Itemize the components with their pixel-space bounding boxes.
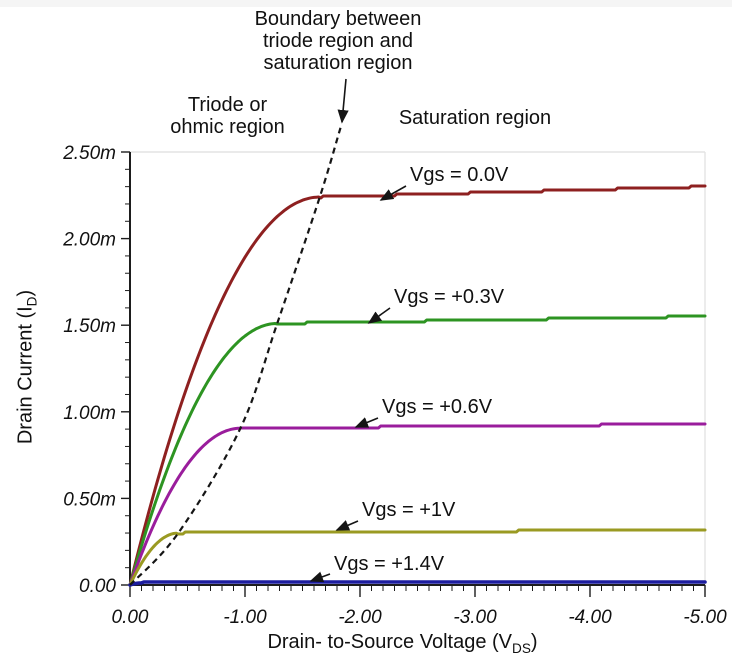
saturation-annotation-line1: Saturation region — [398, 107, 552, 129]
boundary-region-annotation: Boundary between triode region and satur… — [183, 8, 493, 74]
y-tick-label: 1.00m — [63, 403, 116, 424]
x-tick-label: -4.00 — [568, 607, 612, 628]
curve-vgs-1 — [128, 528, 707, 587]
curve-labels-group: Vgs = 0.0V Vgs = +0.3V Vgs = +0.6V Vgs = +1… — [309, 164, 509, 583]
curve-label-vgs-0.6: Vgs = +0.6V — [382, 396, 493, 418]
triode-region-annotation: Triode or ohmic region — [125, 94, 330, 138]
curve-vgs-0 — [128, 184, 707, 587]
curve-label-vgs-0.3: Vgs = +0.3V — [394, 286, 505, 308]
curve-label-arrow-vgs-0.3 — [367, 307, 391, 324]
y-tick-label: 2.50m — [62, 143, 116, 164]
x-axis-title: Drain- to-Source Voltage (VDS) — [120, 631, 685, 656]
curve-label-vgs-0: Vgs = 0.0V — [410, 164, 509, 186]
axes-group: 0.00 -1.00 -2.00 -3.00 -4.00 -5.00 0.00 0.50m 1.… — [62, 143, 727, 628]
curve-vgs-0.6 — [128, 422, 707, 587]
curve-vgs-1.4 — [128, 580, 707, 587]
boundary-annotation-arrow — [337, 78, 349, 124]
curve-label-vgs-1: Vgs = +1V — [362, 499, 456, 521]
boundary-annotation-line2: triode region and — [262, 30, 414, 52]
y-tick-label: 1.50m — [63, 316, 116, 337]
y-tick-label: 0.50m — [63, 489, 116, 510]
boundary-annotation-line1: Boundary between — [254, 8, 422, 30]
x-axis-title-subscript: DS — [512, 641, 531, 656]
x-axis-title-close: ) — [530, 631, 538, 653]
y-axis-title-text: Drain Current (I — [14, 306, 37, 445]
x-tick-label: -3.00 — [453, 607, 497, 628]
boundary-dashed-curve — [129, 127, 342, 586]
top-strip — [0, 0, 732, 7]
saturation-region-annotation: Saturation region — [375, 107, 575, 129]
triode-annotation-line2: ohmic region — [170, 116, 285, 138]
boundary-curve-group — [129, 78, 349, 586]
curve-label-arrow-vgs-0 — [379, 185, 407, 201]
boundary-annotation-line3: saturation region — [263, 52, 413, 74]
y-tick-label: 0.00 — [79, 576, 116, 597]
x-tick-label: -1.00 — [223, 607, 267, 628]
curve-vgs-0.3 — [128, 314, 707, 587]
y-axis-title-subscript: D — [24, 296, 40, 307]
x-tick-label: 0.00 — [112, 607, 149, 628]
triode-annotation-line1: Triode or — [187, 94, 268, 116]
x-tick-label: -5.00 — [683, 607, 727, 628]
x-tick-label: -2.00 — [338, 607, 382, 628]
y-tick-label: 2.00m — [62, 230, 116, 251]
y-axis-title: Drain Current (ID) — [15, 290, 40, 444]
y-axis-title-close: ) — [14, 289, 37, 297]
curve-label-vgs-1.4: Vgs = +1.4V — [334, 553, 445, 575]
curve-label-arrow-vgs-0.6 — [354, 417, 379, 428]
x-axis-title-text: Drain- to-Source Voltage (V — [267, 631, 512, 653]
curves-group — [128, 184, 707, 587]
curve-label-arrow-vgs-1.4 — [309, 571, 331, 583]
curve-label-arrow-vgs-1 — [335, 520, 359, 531]
